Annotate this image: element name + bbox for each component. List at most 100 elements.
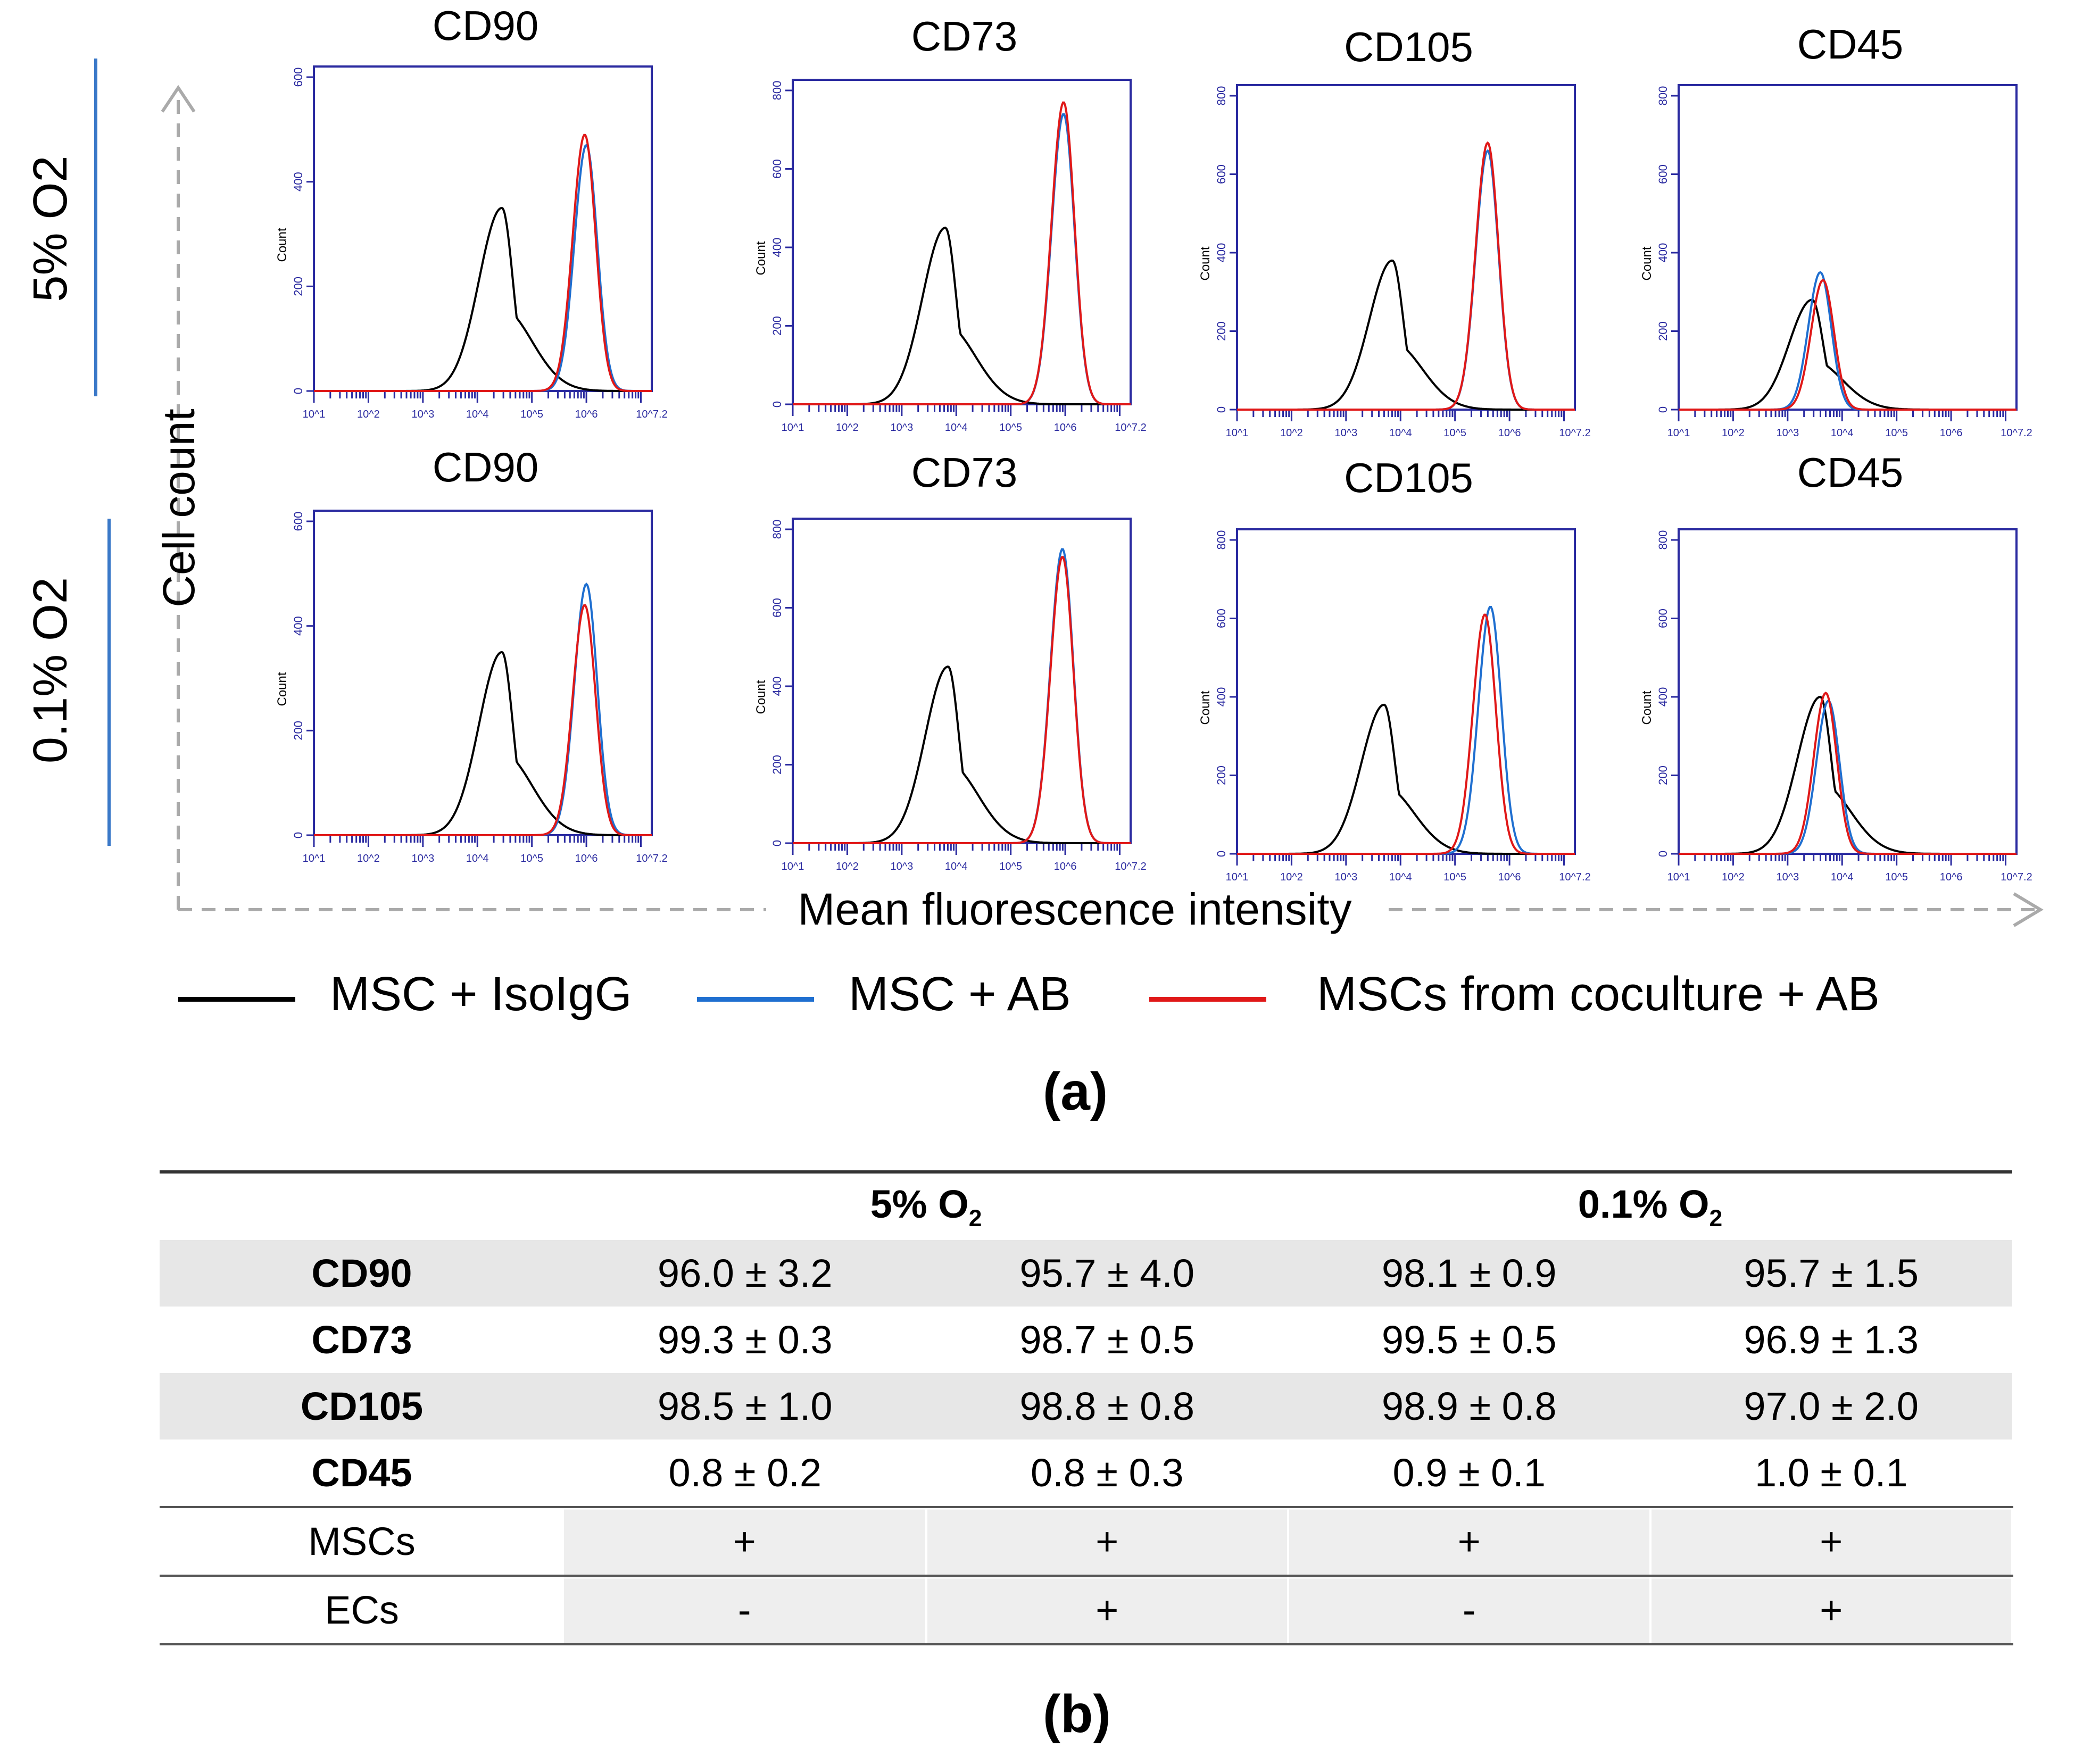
legend-label-iso: MSC + IsoIgG xyxy=(330,968,632,1021)
table-row: MSCs + + + + xyxy=(160,1507,2013,1577)
x-tick-label: 10^1 xyxy=(303,853,326,864)
panel-frame xyxy=(313,510,653,836)
x-axis-arrowhead xyxy=(2013,892,2044,927)
legend-label-ab: MSC + AB xyxy=(849,968,1071,1021)
x-tick-label: 10^1 xyxy=(782,861,804,872)
y-tick-label: 600 xyxy=(1215,609,1228,628)
histogram-series-cc xyxy=(793,101,1131,405)
x-tick-label: 10^1 xyxy=(303,409,326,420)
histogram-panel-cd90: CD90 0 200 400 600 Count 10^1 10^2 10^3 10^4 10^5 1… xyxy=(275,2,668,420)
table-row: CD90 96.0 ± 3.2 95.7 ± 4.0 98.1 ± 0.9 95.7 ±… xyxy=(160,1240,2012,1307)
histogram-series-iso xyxy=(1679,298,2016,411)
x-tick-label: 10^3 xyxy=(1334,427,1357,439)
row-label: ECs xyxy=(160,1576,564,1645)
table-cell: 95.7 ± 4.0 xyxy=(926,1240,1288,1307)
y-axis-arrowhead xyxy=(161,85,196,113)
x-tick-label: 10^1 xyxy=(1667,871,1690,883)
x-tick-label: 10^5 xyxy=(1885,871,1908,883)
histogram-panel-cd105: CD105 0 200 400 600 800 Count 10^1 10^2 10^3 10^4 1… xyxy=(1198,454,1591,883)
y-tick-label: 600 xyxy=(1215,164,1228,184)
y-tick-label: 800 xyxy=(1215,86,1228,106)
panel-title: CD105 xyxy=(1344,23,1473,70)
x-tick-label: 10^4 xyxy=(466,409,489,420)
x-tick-label: 10^2 xyxy=(357,409,380,420)
x-tick-label: 10^5 xyxy=(1443,427,1466,439)
y-tick-label: 400 xyxy=(292,616,305,636)
table-cell: - xyxy=(564,1576,927,1645)
histogram-panel-cd73: CD73 0 200 400 600 800 Count 10^1 10^2 10^3 10^4 10… xyxy=(754,13,1147,434)
panel-title: CD73 xyxy=(911,13,1017,60)
histogram-series-cc xyxy=(1679,692,2016,855)
x-tick-label: 10^3 xyxy=(1776,871,1799,883)
x-tick-label: 10^1 xyxy=(1226,427,1249,439)
table-cell: 0.8 ± 0.3 xyxy=(926,1440,1288,1508)
panel-frame xyxy=(1236,528,1576,855)
x-tick-label: 10^7.2 xyxy=(636,409,667,420)
x-tick-label: 10^4 xyxy=(1831,427,1854,439)
x-tick-label: 10^6 xyxy=(1054,422,1077,434)
table-cell: 99.3 ± 0.3 xyxy=(657,1318,833,1362)
global-y-label: Cell count xyxy=(154,409,204,608)
y-tick-label: 0 xyxy=(1215,851,1228,857)
x-tick-label: 10^7.2 xyxy=(1559,427,1590,439)
marker-table: 5% O2 0.1% O2 CD90 96.0 ± 3.2 95.7 ± 4.0 98… xyxy=(160,1170,2013,1645)
panel-title: CD45 xyxy=(1797,21,1903,68)
x-tick-label: 10^3 xyxy=(411,853,434,864)
x-tick-label: 10^3 xyxy=(1776,427,1799,439)
x-tick-label: 10^3 xyxy=(411,409,434,420)
x-tick-label: 10^4 xyxy=(1389,427,1412,439)
x-tick-label: 10^1 xyxy=(1667,427,1690,439)
table-cell: 98.8 ± 0.8 xyxy=(926,1373,1288,1440)
y-tick-label: 400 xyxy=(770,677,784,696)
y-tick-label: 0 xyxy=(1656,406,1670,413)
x-tick-label: 10^3 xyxy=(890,861,913,872)
row-label: CD45 xyxy=(160,1440,564,1508)
y-tick-label: 800 xyxy=(770,81,784,101)
panel-frame xyxy=(1678,84,2018,411)
table-cell: 1.0 ± 0.1 xyxy=(1650,1440,2012,1508)
panel-title: CD73 xyxy=(911,449,1017,496)
table-cell: 98.1 ± 0.9 xyxy=(1288,1240,1650,1307)
histogram-series-cc xyxy=(1237,613,1575,855)
table-row: ECs - + - + xyxy=(160,1576,2013,1645)
histogram-panel-cd45: CD45 0 200 400 600 800 Count 10^1 10^2 10^3 10^4 10… xyxy=(1640,449,2032,883)
table-cell: + xyxy=(1288,1507,1652,1577)
panel-frame xyxy=(1236,84,1576,411)
row-label: CD105 xyxy=(160,1373,564,1440)
x-tick-label: 10^2 xyxy=(1722,871,1745,883)
y-tick-label: 800 xyxy=(1656,530,1670,550)
panel-title: CD90 xyxy=(433,2,538,49)
x-tick-label: 10^6 xyxy=(575,853,598,864)
y-tick-label: 400 xyxy=(770,238,784,257)
y-tick-label: 0 xyxy=(770,401,784,407)
histogram-panel-cd90: CD90 0 200 400 600 Count 10^1 10^2 10^3 10^4 10^5 1… xyxy=(275,444,668,864)
x-tick-label: 10^6 xyxy=(1498,871,1521,883)
y-tick-label: 400 xyxy=(1656,243,1670,263)
y-tick-label: 200 xyxy=(1656,765,1670,785)
panel-y-label: Count xyxy=(1198,246,1213,280)
caption-a: (a) xyxy=(1043,1062,1108,1121)
table-cell: 0.9 ± 0.1 xyxy=(1288,1440,1650,1508)
x-tick-label: 10^5 xyxy=(1443,871,1466,883)
x-tick-label: 10^5 xyxy=(520,853,543,864)
x-tick-label: 10^5 xyxy=(999,422,1022,434)
y-tick-label: 800 xyxy=(1656,86,1670,106)
x-tick-label: 10^7.2 xyxy=(2001,427,2032,439)
table-cell: + xyxy=(1650,1507,2013,1577)
panel-title: CD45 xyxy=(1797,449,1903,496)
y-tick-label: 600 xyxy=(1656,609,1670,628)
x-tick-label: 10^4 xyxy=(1831,871,1854,883)
table-cell: + xyxy=(926,1507,1289,1577)
y-tick-label: 200 xyxy=(292,277,305,296)
histogram-series-ab xyxy=(314,143,652,392)
y-tick-label: 200 xyxy=(770,755,784,775)
group-header-5pct: 5% O2 xyxy=(564,1170,1288,1240)
legend-swatch-iso xyxy=(178,997,295,1002)
panel-y-label: Count xyxy=(1640,690,1654,725)
histogram-series-ab xyxy=(793,113,1131,405)
legend-swatch-ab xyxy=(697,997,814,1002)
x-tick-label: 10^6 xyxy=(1498,427,1521,439)
x-tick-label: 10^3 xyxy=(890,422,913,434)
panel-y-label: Count xyxy=(275,228,289,262)
table-header-row: 5% O2 0.1% O2 xyxy=(160,1170,2012,1240)
